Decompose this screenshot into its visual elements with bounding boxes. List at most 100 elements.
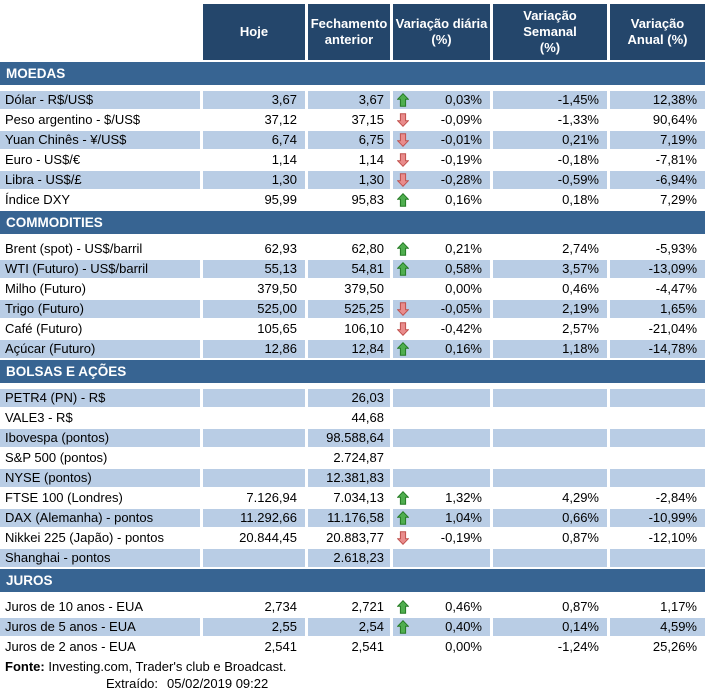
cell-variacao-diaria: -0,19% [393,529,490,547]
row-label: WTI (Futuro) - US$/barril [0,260,200,278]
row-label-value: Peso argentino - $/US$ [5,112,141,127]
cell-variacao-semanal-value: 0,21% [562,132,599,147]
cell-variacao-semanal-value: 2,74% [562,241,599,256]
cell-variacao-diaria-value: 0,16% [445,192,482,207]
row-label: Brent (spot) - US$/barril [0,240,200,258]
cell-variacao-anual-value: -12,10% [648,530,697,545]
table-row: Libra - US$/£ 1,30 1,30 -0,28% -0,59% -6,94% [0,171,705,189]
cell-fechamento-value: 98.588,64 [326,430,384,445]
cell-variacao-diaria-value: 1,32% [445,490,482,505]
cell-hoje [203,389,305,407]
cell-fechamento-value: 11.176,58 [327,510,384,525]
cell-variacao-semanal-value: 3,57% [562,261,599,276]
row-label-value: VALE3 - R$ [5,410,73,425]
cell-variacao-diaria: 0,03% [393,91,490,109]
cell-variacao-anual: -6,94% [610,171,705,189]
cell-hoje [203,469,305,487]
cell-variacao-semanal-value: 0,87% [562,599,599,614]
row-label-value: Juros de 2 anos - EUA [5,639,136,654]
up-arrow-icon [397,262,409,276]
cell-variacao-semanal [493,409,607,427]
cell-variacao-anual-value: 7,29% [660,192,697,207]
cell-variacao-diaria: 0,46% [393,598,490,616]
row-label-value: Brent (spot) - US$/barril [5,241,143,256]
cell-variacao-anual-value: 7,19% [660,132,697,147]
cell-hoje-value: 55,13 [264,261,297,276]
cell-variacao-diaria: 0,58% [393,260,490,278]
cell-variacao-semanal [493,389,607,407]
cell-fechamento: 26,03 [308,389,390,407]
cell-variacao-diaria: 0,00% [393,638,490,656]
cell-hoje: 95,99 [203,191,305,209]
cell-fechamento: 1,30 [308,171,390,189]
row-label: Juros de 5 anos - EUA [0,618,200,636]
source-label: Fonte: [5,659,45,674]
cell-hoje: 6,74 [203,131,305,149]
cell-variacao-semanal: 3,57% [493,260,607,278]
cell-fechamento: 2,721 [308,598,390,616]
cell-fechamento-value: 62,80 [351,241,384,256]
cell-variacao-semanal-value: -1,24% [557,639,599,654]
cell-variacao-semanal: -1,45% [493,91,607,109]
cell-variacao-anual-value: -2,84% [655,490,697,505]
cell-variacao-anual: 1,17% [610,598,705,616]
cell-fechamento: 2,541 [308,638,390,656]
cell-variacao-diaria-value: 1,04% [445,510,482,525]
cell-hoje: 379,50 [203,280,305,298]
table-row: NYSE (pontos) 12.381,83 [0,469,705,487]
cell-variacao-semanal: -1,24% [493,638,607,656]
cell-hoje: 525,00 [203,300,305,318]
row-label: VALE3 - R$ [0,409,200,427]
section-title: COMMODITIES [6,215,103,230]
cell-variacao-semanal-value: 1,18% [562,341,599,356]
up-arrow-icon [397,342,409,356]
cell-hoje: 105,65 [203,320,305,338]
cell-variacao-anual: -21,04% [610,320,705,338]
table-row: Yuan Chinês - ¥/US$ 6,74 6,75 -0,01% 0,21% 7,… [0,131,705,149]
row-label-value: Ibovespa (pontos) [5,430,110,445]
cell-variacao-anual: -5,93% [610,240,705,258]
cell-fechamento: 7.034,13 [308,489,390,507]
table-row: WTI (Futuro) - US$/barril 55,13 54,81 0,58%… [0,260,705,278]
cell-hoje-value: 2,734 [264,599,297,614]
cell-variacao-diaria [393,409,490,427]
cell-variacao-diaria-value: -0,28% [440,172,482,187]
up-arrow-icon [397,600,409,614]
cell-variacao-diaria: 1,04% [393,509,490,527]
cell-fechamento-value: 20.883,77 [326,530,384,545]
cell-fechamento: 3,67 [308,91,390,109]
cell-variacao-anual-value: 1,17% [660,599,697,614]
column-header-label: Variação Semanal [523,8,577,39]
section-title: MOEDAS [6,66,66,81]
cell-variacao-semanal-value: 2,19% [562,301,599,316]
cell-hoje: 12,86 [203,340,305,358]
cell-variacao-diaria-value: 0,00% [445,281,482,296]
cell-variacao-semanal: 1,18% [493,340,607,358]
cell-variacao-semanal-value: -1,33% [557,112,599,127]
row-label: Ibovespa (pontos) [0,429,200,447]
cell-hoje-value: 95,99 [264,192,297,207]
cell-variacao-semanal: -1,33% [493,111,607,129]
cell-hoje [203,449,305,467]
cell-fechamento: 1,14 [308,151,390,169]
cell-variacao-anual: -12,10% [610,529,705,547]
cell-hoje-value: 11.292,66 [240,510,297,525]
cell-hoje-value: 6,74 [271,132,297,147]
cell-fechamento: 11.176,58 [308,509,390,527]
cell-variacao-diaria-value: 0,16% [445,341,482,356]
cell-fechamento: 12,84 [308,340,390,358]
cell-fechamento-value: 525,25 [344,301,384,316]
row-label: Euro - US$/€ [0,151,200,169]
cell-fechamento: 106,10 [308,320,390,338]
cell-hoje: 55,13 [203,260,305,278]
up-arrow-icon [397,511,409,525]
cell-variacao-diaria [393,389,490,407]
cell-variacao-anual: 1,65% [610,300,705,318]
cell-fechamento: 2.618,23 [308,549,390,567]
cell-variacao-diaria-value: -0,42% [440,321,482,336]
row-label: Nikkei 225 (Japão) - pontos [0,529,200,547]
row-label-value: Juros de 5 anos - EUA [5,619,136,634]
cell-hoje: 2,734 [203,598,305,616]
cell-variacao-diaria-value: 0,40% [445,619,482,634]
